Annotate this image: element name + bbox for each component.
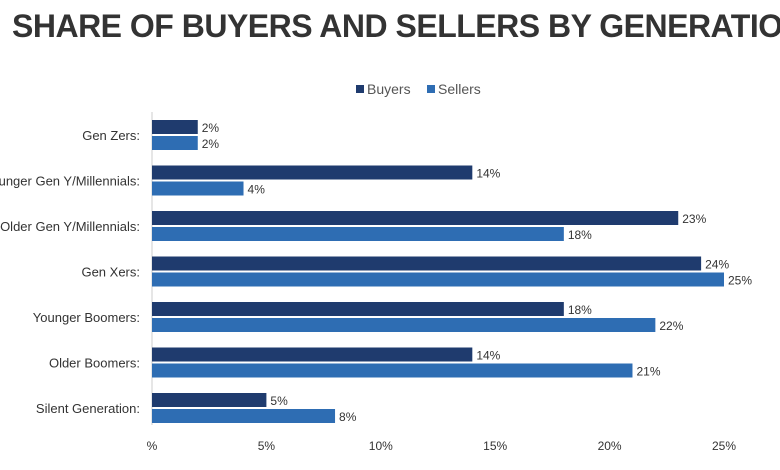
category-label: Silent Generation:: [36, 401, 140, 416]
bar-buyers: [152, 347, 473, 362]
value-label-sellers: 8%: [339, 410, 357, 424]
x-tick-label: 5%: [258, 439, 276, 453]
x-tick-label: 25%: [712, 439, 736, 453]
bar-buyers: [152, 393, 267, 407]
value-label-buyers: 14%: [476, 167, 500, 181]
legend: Buyers Sellers: [356, 81, 481, 97]
bar-sellers: [152, 272, 724, 287]
category-label: Older Boomers:: [49, 356, 140, 371]
bar-sellers: [152, 318, 656, 332]
chart-title: SHARE OF BUYERS AND SELLERS BY GENERATIO…: [12, 8, 780, 44]
x-tick-label: 10%: [369, 439, 393, 453]
category-label: Older Gen Y/Millennials:: [0, 219, 140, 234]
value-label-sellers: 4%: [248, 183, 266, 197]
category-labels: Gen Zers: Younger Gen Y/Millennials: Older…: [0, 128, 140, 416]
legend-label-sellers: Sellers: [438, 81, 481, 97]
x-tick-label: 20%: [598, 439, 622, 453]
value-label-sellers: 18%: [568, 228, 592, 242]
x-tick-labels: % 5% 10% 15% 20% 25%: [147, 439, 737, 453]
bar-sellers: [152, 181, 244, 196]
category-label: Younger Gen Y/Millennials:: [0, 174, 140, 189]
x-tick-label: 15%: [483, 439, 507, 453]
value-label-buyers: 18%: [568, 303, 592, 317]
bar-buyers: [152, 302, 564, 316]
value-label-sellers: 21%: [636, 365, 660, 379]
bar-buyers: [152, 120, 198, 134]
category-label: Gen Xers:: [81, 265, 140, 280]
value-label-sellers: 25%: [728, 274, 752, 288]
value-label-sellers: 22%: [659, 319, 683, 333]
bar-buyers: [152, 256, 702, 271]
bar-sellers: [152, 227, 564, 241]
value-label-buyers: 14%: [476, 349, 500, 363]
bar-sellers: [152, 409, 336, 423]
bar-sellers: [152, 363, 633, 378]
value-label-buyers: 23%: [682, 212, 706, 226]
value-label-sellers: 2%: [202, 137, 220, 151]
value-labels: 2% 2% 14% 4% 23% 18% 24% 25% 18% 22% 14% 21% 5% 8%: [202, 121, 753, 424]
category-label: Younger Boomers:: [33, 310, 140, 325]
bar-buyers: [152, 165, 473, 180]
value-label-buyers: 5%: [270, 394, 288, 408]
legend-label-buyers: Buyers: [367, 81, 411, 97]
x-tick-label: %: [147, 439, 158, 453]
value-label-buyers: 24%: [705, 258, 729, 272]
legend-swatch-buyers: [356, 85, 364, 93]
bars: [152, 120, 724, 423]
bar-sellers: [152, 136, 198, 150]
category-label: Gen Zers:: [82, 128, 140, 143]
value-label-buyers: 2%: [202, 121, 220, 135]
bar-buyers: [152, 211, 679, 225]
legend-swatch-sellers: [427, 85, 435, 93]
